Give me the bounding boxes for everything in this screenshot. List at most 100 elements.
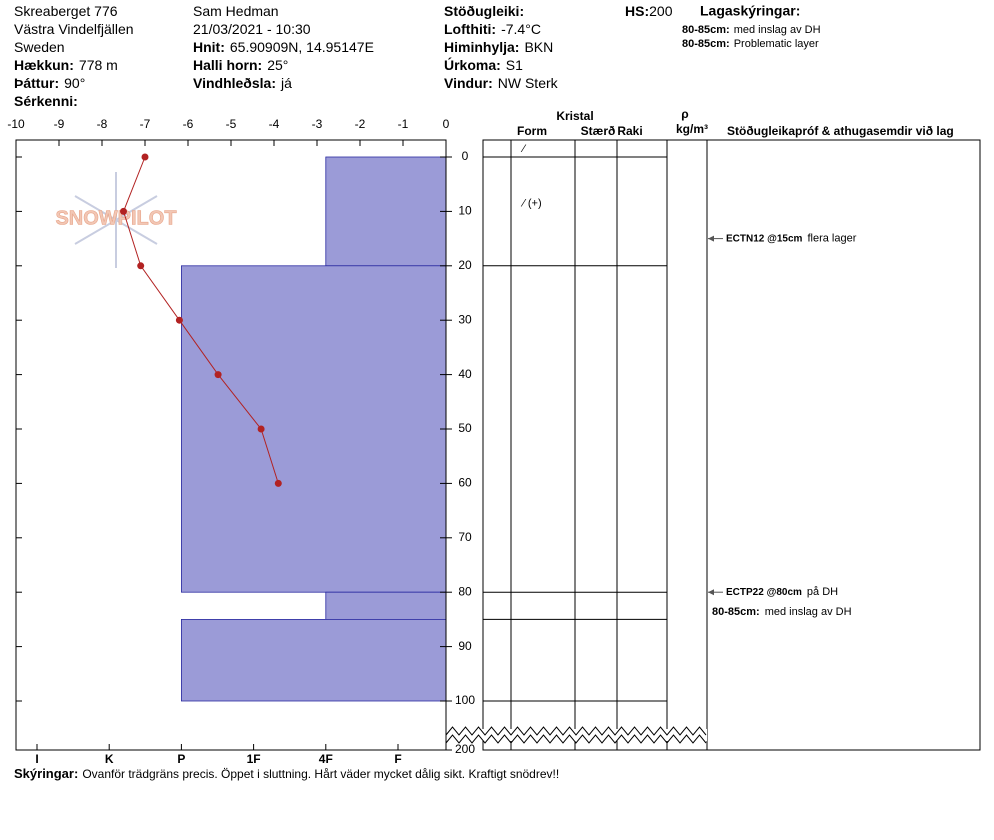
y-tick-label: 200 [455,742,475,756]
temperature-point [141,153,149,161]
x-tick-label: -3 [312,117,323,131]
table-header: Stöðugleikapróf & athugasemdir við lag [727,124,954,138]
field-label: Vindhleðsla: [193,75,276,91]
field-value: 778 m [79,57,118,73]
field-value: 90° [64,75,85,91]
field-value: 25° [267,57,288,73]
field-text: Västra Vindelfjällen [14,21,134,37]
field-value: -7.4°C [501,21,541,37]
table-header: Form [517,124,547,138]
table-header: Stærð [581,124,616,138]
legend-text: Problematic layer [734,38,819,50]
test-result: ECTN12 @15cm [726,233,803,244]
temperature-point [257,425,265,433]
field-value: já [280,75,292,91]
field: HS:200 [625,3,673,19]
test-note: flera lager [807,233,856,245]
test-arrowhead [708,235,714,242]
y-tick-label: 40 [458,367,472,381]
field: Þáttur: 90° [14,75,85,91]
legend-range: 80-85cm: [682,38,730,50]
temperature-point [175,316,183,324]
field-value: 65.90909N, 14.95147E [230,39,374,55]
temperature-point [137,262,145,270]
field-label: Lofthiti: [444,21,496,37]
y-tick-label: 100 [455,693,475,707]
grain-form: ⁄ [520,143,527,155]
temperature-point [214,371,222,379]
hardness-label: K [105,752,114,766]
y-tick-label: 70 [458,530,472,544]
y-tick-label: 20 [458,258,472,272]
axis-break [445,726,707,736]
x-tick-label: -5 [226,117,237,131]
table-header: ρ [681,107,688,121]
hardness-label: 1F [247,752,261,766]
y-tick-label: 50 [458,421,472,435]
axis-break [445,734,707,744]
layer-note-range: 80-85cm: [712,606,760,618]
logo-text: SNOWPILOT [55,207,176,229]
field: Vindur: NW Sterk [444,75,559,91]
table-header: kg/m³ [676,122,708,136]
y-tick-label: 0 [462,149,469,163]
field-label: Halli horn: [193,57,262,73]
field-text: 21/03/2021 - 10:30 [193,21,311,37]
field-label: Þáttur: [14,75,59,91]
field: Sweden [14,39,65,55]
field: Hækkun: 778 m [14,57,118,73]
field: Skreaberget 776 [14,3,118,19]
x-tick-label: -2 [355,117,366,131]
layer-note-text: med inslag av DH [765,606,852,618]
hardness-layer [325,591,447,620]
grain-form: ⁄ (+) [520,197,542,209]
field: Västra Vindelfjällen [14,21,134,37]
field-value: NW Sterk [498,75,559,91]
field: 21/03/2021 - 10:30 [193,21,311,37]
field-label: Stöðugleiki: [444,3,524,19]
x-tick-label: 0 [443,117,450,131]
field-label: Úrkoma: [444,56,501,73]
field-label: Hnit: [193,39,225,55]
field: Sam Hedman [193,3,279,19]
logo [74,172,158,268]
y-tick-label: 30 [458,312,472,326]
legend-title: Lagaskýringar: [700,3,800,19]
x-tick-label: -10 [7,117,25,131]
hardness-label: P [177,752,185,766]
field: Úrkoma: S1 [444,56,523,73]
field: Halli horn: 25° [193,57,288,73]
stability-test: ECTN12 @15cm flera lager [726,233,857,245]
table-header: Raki [617,124,642,138]
x-tick-label: -8 [97,117,108,131]
field: Lofthiti: -7.4°C [444,21,541,37]
field-value: BKN [524,39,553,55]
hardness-label: 4F [319,752,333,766]
field-text: Sam Hedman [193,3,279,19]
field-label: HS: [625,3,649,19]
legend-item: 80-85cm: Problematic layer [682,38,819,50]
field-label: Vindur: [444,75,493,91]
field-text: Skreaberget 776 [14,3,118,19]
stability-test: ECTP22 @80cm på DH [726,586,838,598]
field: Himinhylja: BKN [444,39,553,55]
x-tick-label: -7 [140,117,151,131]
y-tick-label: 80 [458,584,472,598]
test-result: ECTP22 @80cm [726,587,802,598]
footer-notes: Skýringar: Ovanför trädgräns precis. Öppe… [14,766,559,781]
hardness-layer [180,619,447,702]
field: Vindhleðsla: já [193,75,292,91]
y-tick-label: 60 [458,476,472,490]
temperature-point [274,479,282,487]
field-label: Himinhylja: [444,39,519,55]
field: Hnit: 65.90909N, 14.95147E [193,39,374,55]
field-label: Hækkun: [14,57,74,73]
legend-range: 80-85cm: [682,24,730,36]
axis-break-mask [447,729,707,741]
test-arrowhead [708,589,714,596]
table-frame [482,139,981,751]
footer-label: Skýringar: [14,766,78,781]
x-tick-label: -4 [269,117,280,131]
hardness-layer [180,265,447,593]
